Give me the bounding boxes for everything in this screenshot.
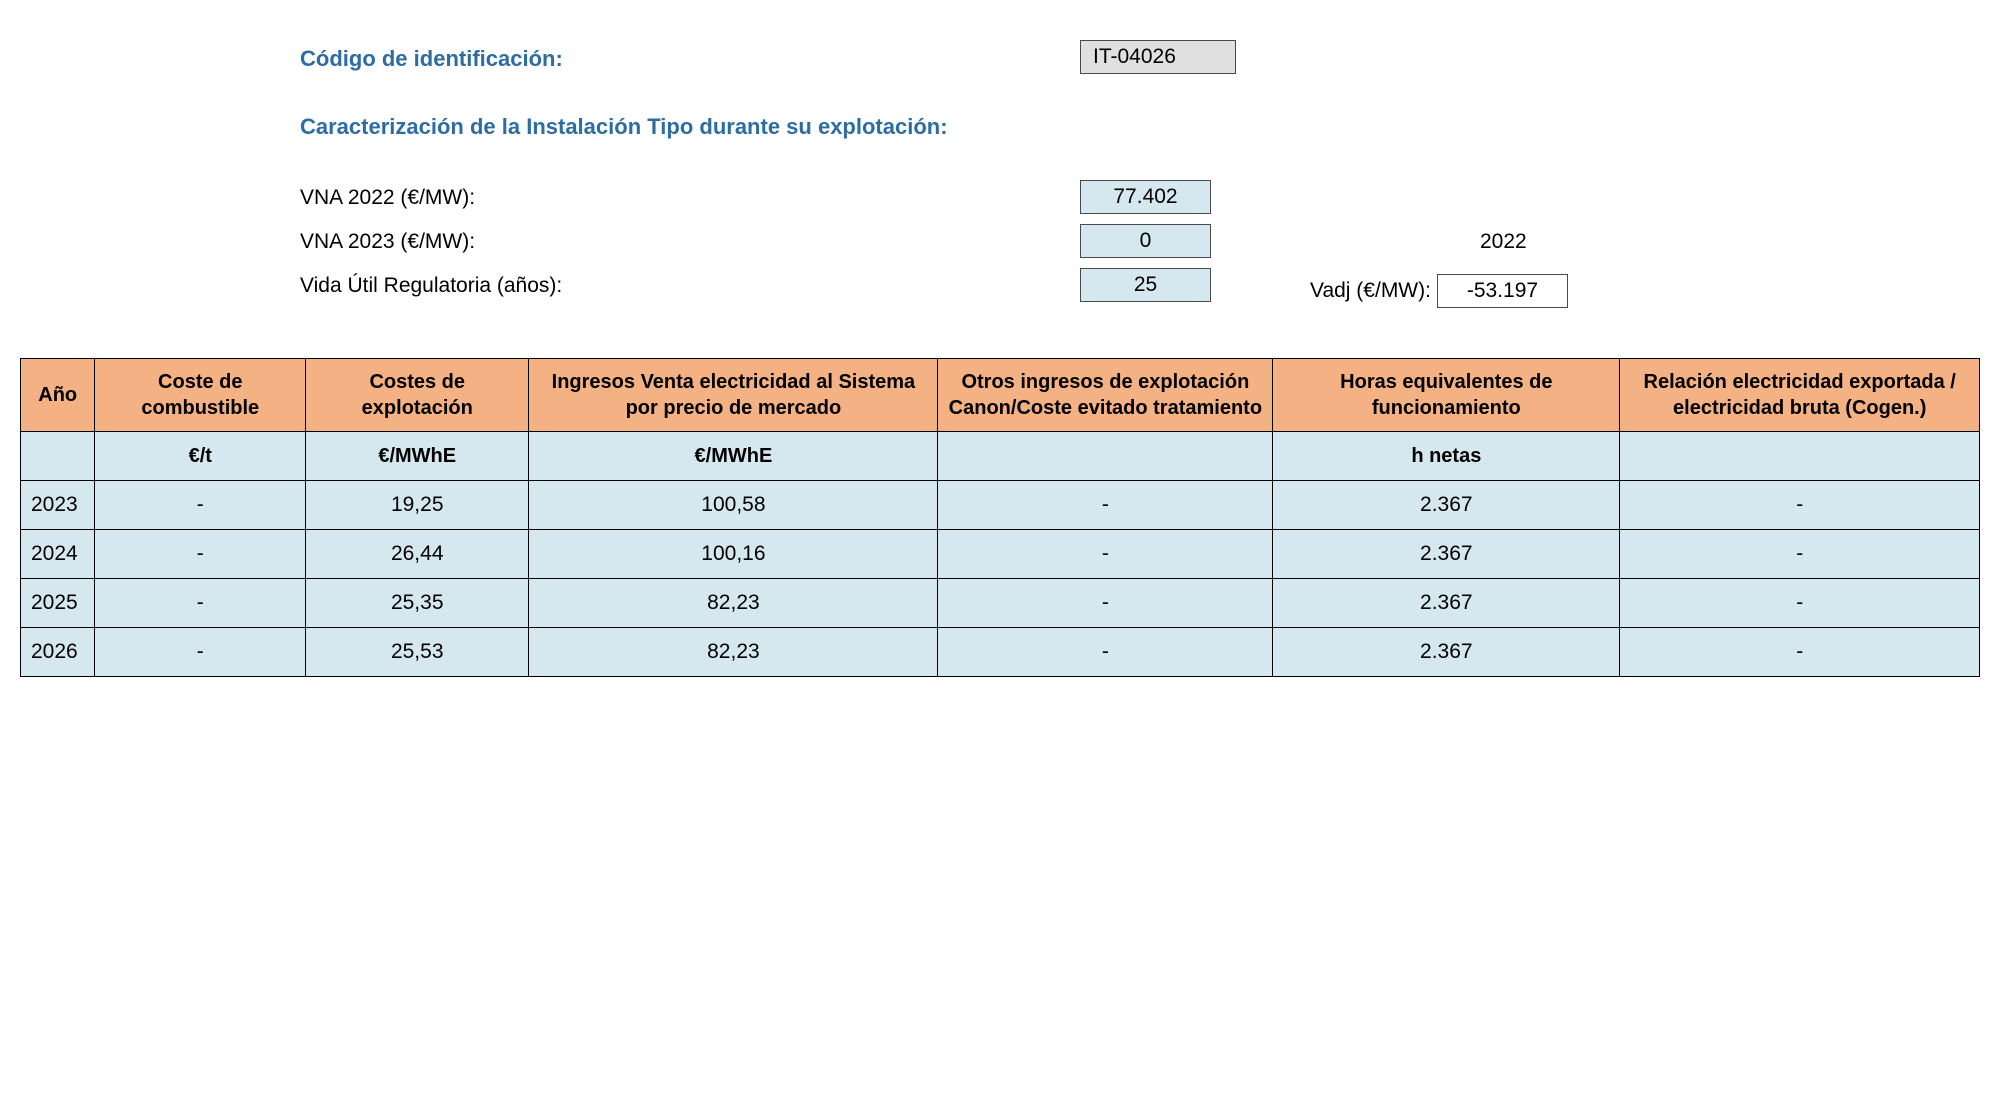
- value-vidautil: 25: [1080, 268, 1211, 302]
- table-row: 2023 - 19,25 100,58 - 2.367 -: [21, 481, 1980, 530]
- extra-col-empty-1: [1260, 40, 1680, 46]
- cell-otros: -: [938, 579, 1273, 628]
- cell-horas: 2.367: [1273, 579, 1620, 628]
- row-vna2023: VNA 2023 (€/MW): 0 2022: [300, 224, 1920, 258]
- value-vna2023: 0: [1080, 224, 1211, 258]
- cell-otros: -: [938, 628, 1273, 677]
- th-relacion: Relación electricidad exportada / electr…: [1620, 359, 1980, 432]
- table-header-row: Año Coste de combustible Costes de explo…: [21, 359, 1980, 432]
- value-col-vidautil: 25: [1080, 268, 1260, 302]
- cell-ingresos: 100,58: [529, 481, 938, 530]
- cell-costes-expl: 19,25: [306, 481, 529, 530]
- cell-horas: 2.367: [1273, 530, 1620, 579]
- cell-ano: 2024: [21, 530, 95, 579]
- unit-horas: h netas: [1273, 432, 1620, 481]
- value-codigo: IT-04026: [1080, 40, 1236, 74]
- th-ingresos: Ingresos Venta electricidad al Sistema p…: [529, 359, 938, 432]
- label-caracterizacion: Caracterización de la Instalación Tipo d…: [300, 114, 948, 140]
- cell-costes-expl: 25,35: [306, 579, 529, 628]
- page-container: Código de identificación: IT-04026 Carac…: [20, 40, 1980, 677]
- data-table: Año Coste de combustible Costes de explo…: [20, 358, 1980, 677]
- value-vna2022: 77.402: [1080, 180, 1211, 214]
- table-units-row: €/t €/MWhE €/MWhE h netas: [21, 432, 1980, 481]
- label-vadj: Vadj (€/MW):: [1310, 279, 1431, 303]
- vadj-wrap: Vadj (€/MW): -53.197: [1260, 274, 1568, 308]
- label-vna2022: VNA 2022 (€/MW):: [300, 180, 1080, 210]
- extra-col-year: 2022: [1260, 224, 1680, 254]
- unit-relacion: [1620, 432, 1980, 481]
- cell-ano: 2026: [21, 628, 95, 677]
- th-costes-expl: Costes de explotación: [306, 359, 529, 432]
- unit-ingresos: €/MWhE: [529, 432, 938, 481]
- value-col-vna2022: 77.402: [1080, 180, 1260, 214]
- unit-ano: [21, 432, 95, 481]
- row-codigo: Código de identificación: IT-04026: [300, 40, 1920, 74]
- row-vidautil: Vida Útil Regulatoria (años): 25 Vadj (€…: [300, 268, 1920, 308]
- cell-otros: -: [938, 481, 1273, 530]
- cell-relacion: -: [1620, 628, 1980, 677]
- cell-otros: -: [938, 530, 1273, 579]
- value-col-codigo: IT-04026: [1080, 40, 1260, 74]
- cell-relacion: -: [1620, 481, 1980, 530]
- cell-coste-comb: -: [95, 628, 306, 677]
- extra-col-empty-2: [1260, 180, 1680, 186]
- cell-costes-expl: 25,53: [306, 628, 529, 677]
- cell-horas: 2.367: [1273, 628, 1620, 677]
- extra-col-vadj: Vadj (€/MW): -53.197: [1260, 268, 1680, 308]
- row-vna2022: VNA 2022 (€/MW): 77.402: [300, 180, 1920, 214]
- unit-costes-expl: €/MWhE: [306, 432, 529, 481]
- label-codigo: Código de identificación:: [300, 40, 1080, 72]
- cell-coste-comb: -: [95, 481, 306, 530]
- cell-ano: 2023: [21, 481, 95, 530]
- table-row: 2025 - 25,35 82,23 - 2.367 -: [21, 579, 1980, 628]
- cell-costes-expl: 26,44: [306, 530, 529, 579]
- value-col-vna2023: 0: [1080, 224, 1260, 258]
- cell-relacion: -: [1620, 530, 1980, 579]
- cell-horas: 2.367: [1273, 481, 1620, 530]
- cell-ano: 2025: [21, 579, 95, 628]
- unit-coste-comb: €/t: [95, 432, 306, 481]
- cell-coste-comb: -: [95, 530, 306, 579]
- th-horas: Horas equivalentes de funcionamiento: [1273, 359, 1620, 432]
- cell-ingresos: 82,23: [529, 579, 938, 628]
- cell-ingresos: 100,16: [529, 530, 938, 579]
- th-otros: Otros ingresos de explotación Canon/Cost…: [938, 359, 1273, 432]
- cell-ingresos: 82,23: [529, 628, 938, 677]
- value-extra-year: 2022: [1260, 230, 1527, 254]
- unit-otros: [938, 432, 1273, 481]
- table-row: 2026 - 25,53 82,23 - 2.367 -: [21, 628, 1980, 677]
- row-caracterizacion: Caracterización de la Instalación Tipo d…: [300, 114, 1920, 140]
- table-body: 2023 - 19,25 100,58 - 2.367 - 2024 - 26,…: [21, 481, 1980, 677]
- cell-relacion: -: [1620, 579, 1980, 628]
- header-block: Código de identificación: IT-04026 Carac…: [20, 40, 1980, 308]
- th-ano: Año: [21, 359, 95, 432]
- label-vna2023: VNA 2023 (€/MW):: [300, 224, 1080, 254]
- data-table-wrap: Año Coste de combustible Costes de explo…: [20, 358, 1980, 677]
- th-coste-comb: Coste de combustible: [95, 359, 306, 432]
- table-row: 2024 - 26,44 100,16 - 2.367 -: [21, 530, 1980, 579]
- value-vadj: -53.197: [1437, 274, 1568, 308]
- label-vidautil: Vida Útil Regulatoria (años):: [300, 268, 1080, 298]
- cell-coste-comb: -: [95, 579, 306, 628]
